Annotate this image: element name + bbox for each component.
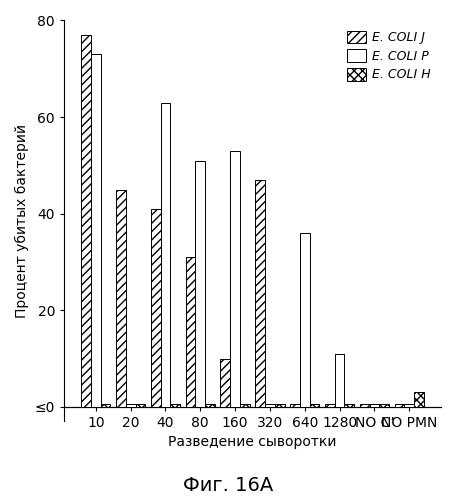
Bar	[299, 233, 309, 407]
Bar	[264, 404, 274, 407]
Bar	[324, 404, 334, 407]
Bar	[135, 404, 145, 407]
Bar	[379, 404, 388, 407]
Bar	[195, 160, 205, 407]
Bar	[413, 392, 423, 407]
Bar	[344, 404, 354, 407]
Bar	[404, 404, 413, 407]
Bar	[394, 404, 404, 407]
X-axis label: Разведение сыворотки: Разведение сыворотки	[168, 436, 336, 450]
Bar	[185, 257, 195, 407]
Text: Фиг. 16А: Фиг. 16А	[182, 476, 273, 495]
Bar	[334, 354, 344, 407]
Y-axis label: Процент убитых бактерий: Процент убитых бактерий	[15, 124, 29, 318]
Bar	[309, 404, 318, 407]
Bar	[126, 404, 135, 407]
Bar	[205, 404, 214, 407]
Bar	[289, 404, 299, 407]
Bar	[255, 180, 264, 407]
Bar	[170, 404, 180, 407]
Bar	[101, 404, 110, 407]
Bar	[116, 190, 126, 407]
Bar	[239, 404, 249, 407]
Bar	[359, 404, 369, 407]
Bar	[151, 209, 160, 407]
Bar	[369, 404, 379, 407]
Bar	[274, 404, 284, 407]
Bar	[81, 35, 91, 407]
Bar	[220, 358, 230, 407]
Legend: E. COLI J, E. COLI P, E. COLI H: E. COLI J, E. COLI P, E. COLI H	[343, 26, 434, 85]
Bar	[230, 151, 239, 407]
Bar	[91, 54, 101, 407]
Bar	[160, 102, 170, 407]
